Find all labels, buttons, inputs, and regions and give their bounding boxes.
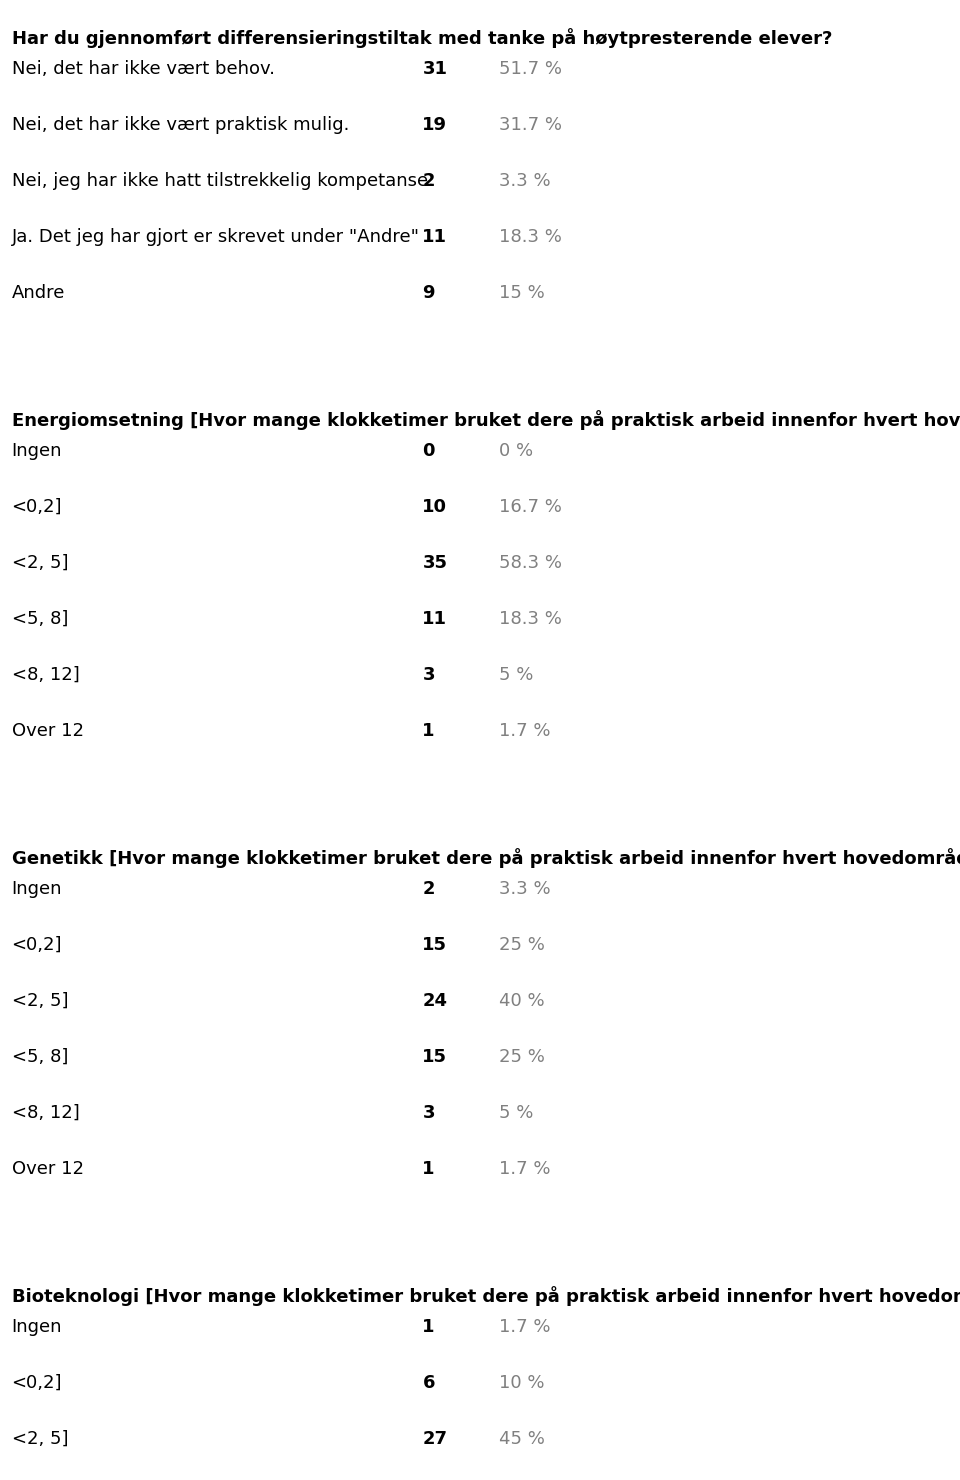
Text: Nei, det har ikke vært praktisk mulig.: Nei, det har ikke vært praktisk mulig.: [12, 115, 348, 135]
Text: <0,2]: <0,2]: [12, 1373, 62, 1393]
Text: <0,2]: <0,2]: [12, 497, 62, 517]
Text: 1: 1: [422, 722, 435, 740]
Text: 3.3 %: 3.3 %: [499, 172, 551, 189]
Text: 6: 6: [422, 1373, 435, 1393]
Text: 5 %: 5 %: [499, 666, 534, 684]
Text: Ingen: Ingen: [12, 1319, 62, 1336]
Text: Ingen: Ingen: [12, 443, 62, 460]
Text: 25 %: 25 %: [499, 1048, 545, 1066]
Text: 1: 1: [422, 1160, 435, 1178]
Text: <0,2]: <0,2]: [12, 935, 62, 955]
Text: 15 %: 15 %: [499, 284, 545, 302]
Text: 1.7 %: 1.7 %: [499, 1319, 551, 1336]
Text: 11: 11: [422, 610, 447, 628]
Text: 15: 15: [422, 1048, 447, 1066]
Text: 11: 11: [422, 228, 447, 246]
Text: 31.7 %: 31.7 %: [499, 115, 563, 135]
Text: 25 %: 25 %: [499, 935, 545, 955]
Text: Har du gjennomført differensieringstiltak med tanke på høytpresterende elever?: Har du gjennomført differensieringstilta…: [12, 28, 832, 47]
Text: 45 %: 45 %: [499, 1430, 545, 1447]
Text: 9: 9: [422, 284, 435, 302]
Text: <2, 5]: <2, 5]: [12, 1430, 68, 1447]
Text: Nei, jeg har ikke hatt tilstrekkelig kompetanse.: Nei, jeg har ikke hatt tilstrekkelig kom…: [12, 172, 433, 189]
Text: 0 %: 0 %: [499, 443, 534, 460]
Text: <2, 5]: <2, 5]: [12, 992, 68, 1009]
Text: 18.3 %: 18.3 %: [499, 610, 562, 628]
Text: Ingen: Ingen: [12, 881, 62, 898]
Text: 1: 1: [422, 1319, 435, 1336]
Text: Ja. Det jeg har gjort er skrevet under "Andre": Ja. Det jeg har gjort er skrevet under "…: [12, 228, 420, 246]
Text: Andre: Andre: [12, 284, 65, 302]
Text: Energiomsetning [Hvor mange klokketimer bruket dere på praktisk arbeid innenfor : Energiomsetning [Hvor mange klokketimer …: [12, 410, 960, 431]
Text: <2, 5]: <2, 5]: [12, 554, 68, 571]
Text: 16.7 %: 16.7 %: [499, 497, 562, 517]
Text: Genetikk [Hvor mange klokketimer bruket dere på praktisk arbeid innenfor hvert h: Genetikk [Hvor mange klokketimer bruket …: [12, 848, 960, 867]
Text: 5 %: 5 %: [499, 1104, 534, 1122]
Text: 0: 0: [422, 443, 435, 460]
Text: 3: 3: [422, 666, 435, 684]
Text: 2: 2: [422, 172, 435, 189]
Text: Over 12: Over 12: [12, 1160, 84, 1178]
Text: <8, 12]: <8, 12]: [12, 1104, 80, 1122]
Text: 2: 2: [422, 881, 435, 898]
Text: 31: 31: [422, 61, 447, 78]
Text: Over 12: Over 12: [12, 722, 84, 740]
Text: 24: 24: [422, 992, 447, 1009]
Text: 40 %: 40 %: [499, 992, 545, 1009]
Text: 35: 35: [422, 554, 447, 571]
Text: <5, 8]: <5, 8]: [12, 610, 68, 628]
Text: 10 %: 10 %: [499, 1373, 544, 1393]
Text: 27: 27: [422, 1430, 447, 1447]
Text: 15: 15: [422, 935, 447, 955]
Text: 3: 3: [422, 1104, 435, 1122]
Text: 10: 10: [422, 497, 447, 517]
Text: 51.7 %: 51.7 %: [499, 61, 563, 78]
Text: <5, 8]: <5, 8]: [12, 1048, 68, 1066]
Text: 1.7 %: 1.7 %: [499, 1160, 551, 1178]
Text: 3.3 %: 3.3 %: [499, 881, 551, 898]
Text: 19: 19: [422, 115, 447, 135]
Text: 1.7 %: 1.7 %: [499, 722, 551, 740]
Text: 58.3 %: 58.3 %: [499, 554, 563, 571]
Text: Nei, det har ikke vært behov.: Nei, det har ikke vært behov.: [12, 61, 275, 78]
Text: <8, 12]: <8, 12]: [12, 666, 80, 684]
Text: Bioteknologi [Hvor mange klokketimer bruket dere på praktisk arbeid innenfor hve: Bioteknologi [Hvor mange klokketimer bru…: [12, 1286, 960, 1305]
Text: 18.3 %: 18.3 %: [499, 228, 562, 246]
